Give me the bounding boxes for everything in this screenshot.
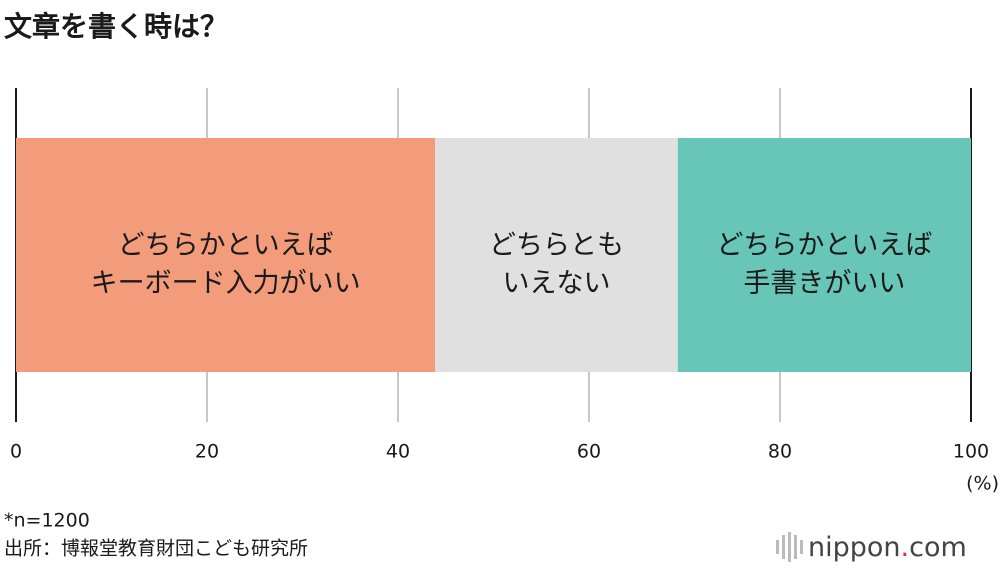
- bar-segment: [16, 138, 436, 372]
- x-tick-label: 80: [768, 441, 792, 463]
- segment-label-line: キーボード入力がいい: [91, 268, 361, 299]
- segment-label: どちらかといえば手書きがいい: [716, 230, 932, 299]
- segment-label: どちらかといえばキーボード入力がいい: [91, 230, 361, 299]
- bar-segment: [435, 138, 678, 372]
- segment-label-line: どちらとも: [489, 230, 624, 261]
- segment-label: どちらともいえない: [489, 230, 624, 299]
- x-tick-label: 20: [195, 441, 219, 463]
- x-tick-label: 60: [577, 441, 601, 463]
- logo: nippon.com: [808, 532, 967, 563]
- segment-label-line: いえない: [503, 268, 611, 299]
- segment-label-line: どちらかといえば: [118, 230, 334, 261]
- footnote: *n=1200: [4, 510, 90, 532]
- logo-icon: [776, 532, 803, 562]
- segment-label-line: どちらかといえば: [716, 230, 932, 261]
- segment-label-line: 手書きがいい: [743, 268, 905, 299]
- logo-part: nippon: [808, 532, 901, 563]
- logo-dot: .: [901, 532, 910, 563]
- x-unit: (%): [966, 473, 999, 495]
- logo-part: com: [909, 532, 967, 563]
- x-tick-label: 100: [953, 441, 989, 463]
- source: 出所：博報堂教育財団こども研究所: [4, 538, 308, 560]
- chart-title: 文章を書く時は？: [4, 10, 228, 43]
- x-tick-label: 40: [386, 441, 410, 463]
- x-tick-label: 0: [10, 441, 22, 463]
- bar-segment: [677, 138, 971, 372]
